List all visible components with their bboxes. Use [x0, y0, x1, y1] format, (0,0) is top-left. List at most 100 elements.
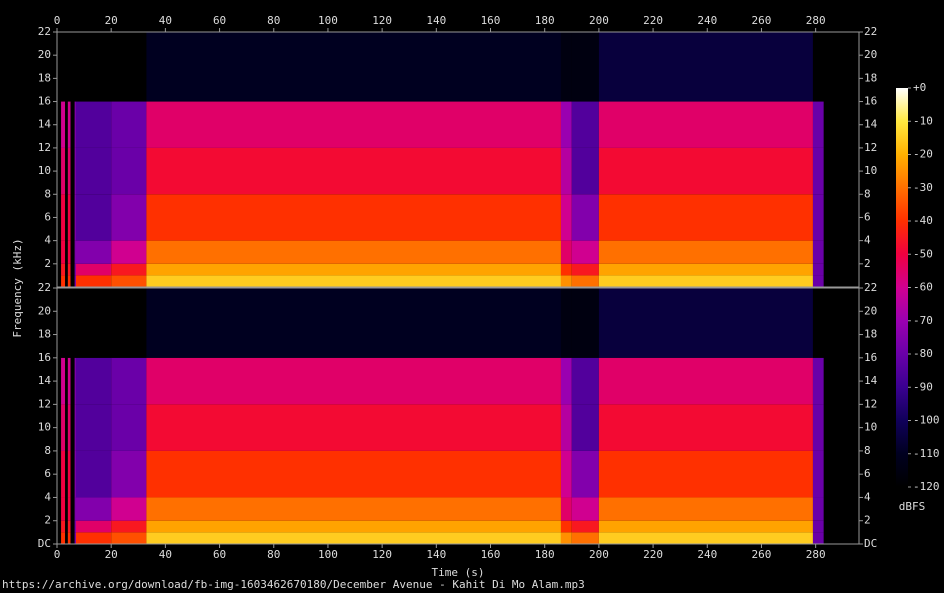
spectrogram-cell [823, 240, 859, 264]
y-tick-label-right: 12 [864, 397, 877, 410]
spectrogram-cell [823, 450, 859, 498]
y-tick-label: 6 [44, 210, 51, 223]
x-tick-label: 260 [752, 14, 772, 27]
colorbar-tick-label: -80 [913, 347, 933, 360]
x-tick-label: 260 [752, 548, 772, 561]
spectrogram-cell [57, 32, 62, 102]
spectrogram-cell [111, 263, 147, 276]
spectrogram-cell [61, 404, 66, 451]
spectrogram-cell [111, 404, 147, 451]
spectrogram-cell [146, 240, 561, 264]
colorbar-tick-label: -50 [913, 247, 933, 260]
spectrogram-cell [75, 288, 112, 358]
spectrogram-cell [146, 497, 561, 521]
spectrogram-cell [67, 532, 71, 544]
spectrogram-cell [61, 450, 66, 498]
x-tick-label: 60 [213, 548, 226, 561]
y-tick-label: 8 [44, 187, 51, 200]
spectrogram-cell [598, 194, 813, 241]
y-tick-label: 2 [44, 257, 51, 270]
colorbar-tick-label: -30 [913, 181, 933, 194]
spectrogram-cell [75, 194, 112, 241]
spectrogram-cell [74, 240, 76, 264]
spectrogram-cell [75, 532, 112, 544]
spectrogram-cell [111, 32, 147, 102]
y-tick-label: 8 [44, 444, 51, 457]
spectrogram-cell [111, 101, 147, 148]
spectrogram-cell [560, 450, 572, 498]
spectrogram-cell [57, 194, 62, 241]
spectrogram-cell [823, 404, 859, 451]
y-tick-label-right: 6 [864, 210, 871, 223]
colorbar-tick-label: -20 [913, 148, 933, 161]
spectrogram-cell [74, 101, 76, 148]
x-tick-label: 0 [54, 548, 61, 561]
y-tick-label-right: 8 [864, 444, 871, 457]
x-tick-label: 40 [159, 14, 172, 27]
spectrogram-cell [812, 532, 824, 544]
spectrogram-cell [65, 497, 68, 521]
y-tick-label: 16 [38, 95, 51, 108]
spectrogram-cell [571, 275, 599, 287]
x-tick-label: 280 [806, 548, 826, 561]
spectrogram-cell [823, 288, 859, 358]
spectrogram-cell [74, 288, 76, 358]
spectrogram-cell [57, 404, 62, 451]
y-tick-label-right: 8 [864, 187, 871, 200]
spectrogram-cell [57, 497, 62, 521]
x-tick-label: 80 [267, 548, 280, 561]
y-tick-label: 18 [38, 71, 51, 84]
spectrogram-cell [560, 520, 572, 533]
spectrogram-cell [65, 532, 68, 544]
spectrogram-cell [61, 288, 66, 358]
spectrogram-cell [111, 450, 147, 498]
spectrogram-cell [598, 357, 813, 405]
x-tick-label: 180 [535, 548, 555, 561]
spectrogram-cell [560, 147, 572, 195]
y-tick-label-right: 10 [864, 164, 877, 177]
y-tick-label: 2 [44, 514, 51, 527]
spectrogram-cell [111, 275, 147, 287]
y-tick-label: 14 [38, 374, 52, 387]
spectrogram-cell [75, 450, 112, 498]
spectrogram-cell [65, 450, 68, 498]
y-tick-label-right: 14 [864, 374, 878, 387]
y-tick-label: 22 [38, 281, 51, 294]
y-tick-label-right: 18 [864, 328, 877, 341]
x-tick-label: 100 [318, 14, 338, 27]
spectrogram-cell [823, 532, 859, 544]
y-tick-label: 6 [44, 467, 51, 480]
x-tick-label: 160 [481, 14, 501, 27]
spectrogram-cell [57, 450, 62, 498]
spectrogram-cell [571, 520, 599, 533]
spectrogram-cell [57, 147, 62, 195]
spectrogram-cell [571, 288, 599, 358]
spectrogram-cell [65, 288, 68, 358]
spectrogram-cell [75, 263, 112, 276]
x-tick-label: 220 [643, 548, 663, 561]
spectrogram-cell [823, 263, 859, 276]
y-tick-label-right: 4 [864, 490, 871, 503]
spectrogram-cell [74, 194, 76, 241]
spectrogram-cell [70, 194, 75, 241]
spectrogram-cell [70, 275, 75, 287]
spectrogram-cell [598, 497, 813, 521]
x-tick-label: 120 [372, 14, 392, 27]
spectrogram-cell [67, 275, 71, 287]
x-tick-label: 0 [54, 14, 61, 27]
spectrogram-cell [823, 497, 859, 521]
spectrogram-cell [146, 194, 561, 241]
spectrogram-cell [598, 450, 813, 498]
spectrogram-cell [57, 263, 62, 276]
spectrogram-cell [598, 288, 813, 358]
y-tick-label-right: 2 [864, 257, 871, 270]
colorbar-tick-label: -120 [913, 480, 940, 493]
spectrogram-cell [65, 263, 68, 276]
spectrogram-cell [598, 532, 813, 544]
spectrogram-cell [111, 532, 147, 544]
spectrogram-cell [146, 32, 561, 102]
spectrogram-cell [75, 520, 112, 533]
x-tick-label: 240 [697, 14, 717, 27]
spectrogram-cell [75, 32, 112, 102]
spectrogram-cell [571, 101, 599, 148]
